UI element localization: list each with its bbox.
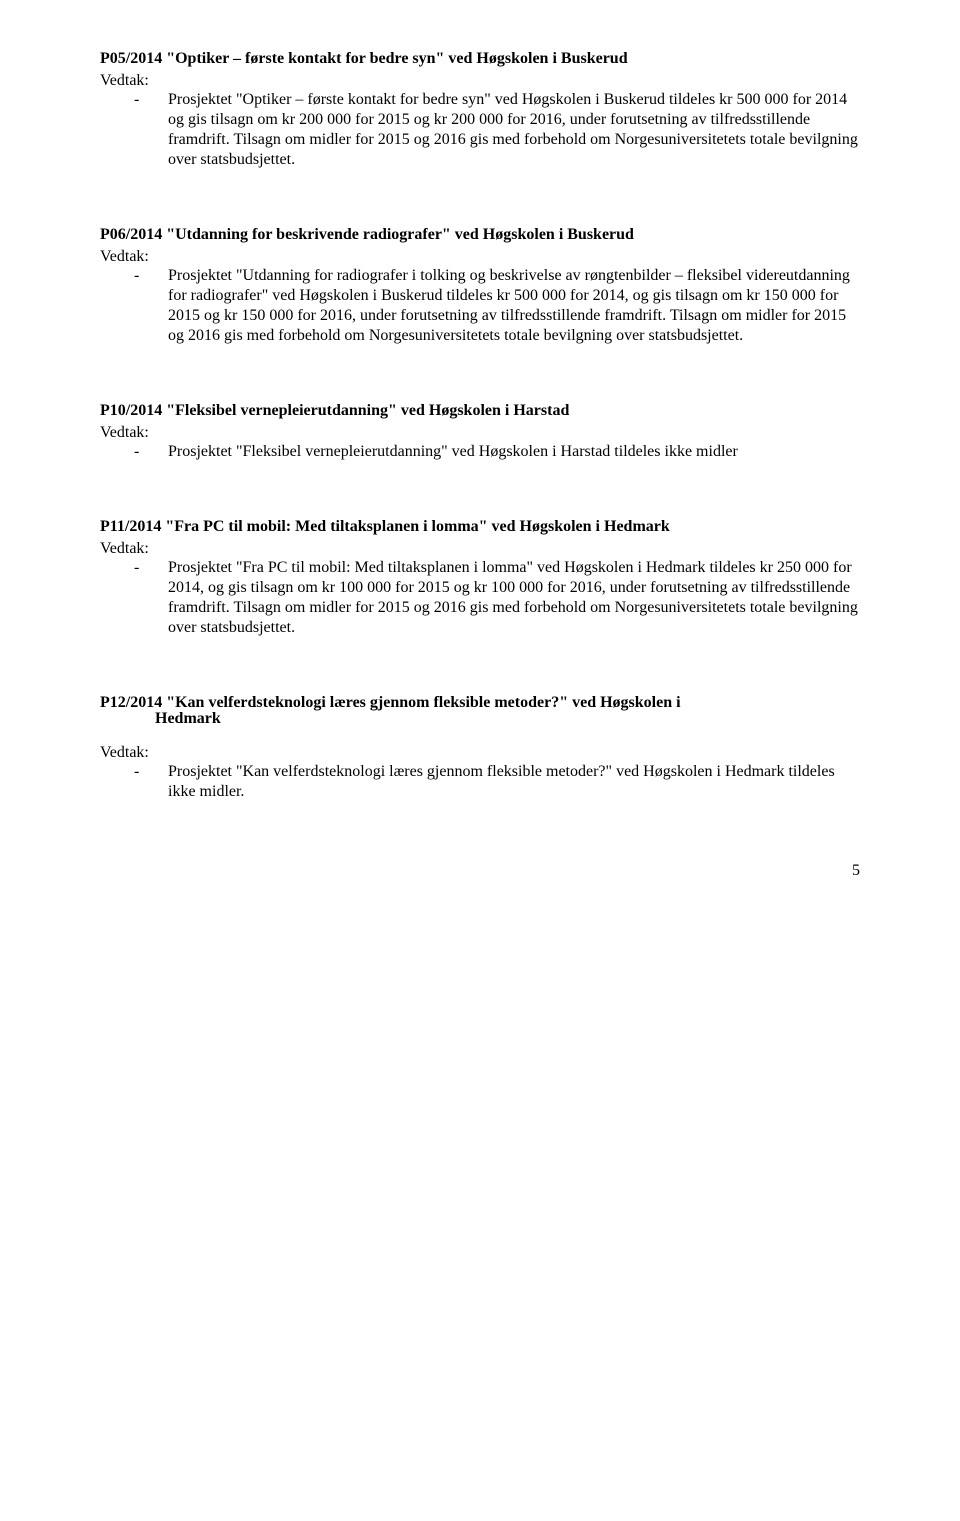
bullet-dash: - [100,558,168,578]
section-p05: P05/2014 "Optiker – første kontakt for b… [100,50,860,170]
bullet-text: Prosjektet "Kan velferdsteknologi læres … [168,762,860,802]
section-heading: P11/2014 "Fra PC til mobil: Med tiltaksp… [100,518,860,536]
section-p06: P06/2014 "Utdanning for beskrivende radi… [100,226,860,346]
section-heading: P06/2014 "Utdanning for beskrivende radi… [100,226,860,244]
section-p10: P10/2014 "Fleksibel vernepleierutdanning… [100,402,860,462]
vedtak-label: Vedtak: [100,540,860,558]
bullet-text: Prosjektet "Utdanning for radiografer i … [168,266,860,346]
vedtak-label: Vedtak: [100,248,860,266]
bullet-row: - Prosjektet "Optiker – første kontakt f… [100,90,860,170]
section-p11: P11/2014 "Fra PC til mobil: Med tiltaksp… [100,518,860,638]
bullet-text: Prosjektet "Optiker – første kontakt for… [168,90,860,170]
bullet-row: - Prosjektet "Utdanning for radiografer … [100,266,860,346]
vedtak-label: Vedtak: [100,744,860,762]
document-page: P05/2014 "Optiker – første kontakt for b… [0,0,960,920]
vedtak-label: Vedtak: [100,424,860,442]
bullet-text: Prosjektet "Fleksibel vernepleierutdanni… [168,442,860,462]
bullet-dash: - [100,442,168,462]
bullet-row: - Prosjektet "Fra PC til mobil: Med tilt… [100,558,860,638]
bullet-dash: - [100,266,168,286]
bullet-text: Prosjektet "Fra PC til mobil: Med tiltak… [168,558,860,638]
section-heading-continuation: Hedmark [100,710,860,728]
bullet-row: - Prosjektet "Fleksibel vernepleierutdan… [100,442,860,462]
bullet-row: - Prosjektet "Kan velferdsteknologi lære… [100,762,860,802]
section-p12: P12/2014 "Kan velferdsteknologi læres gj… [100,694,860,802]
section-heading: P10/2014 "Fleksibel vernepleierutdanning… [100,402,860,420]
section-heading: P05/2014 "Optiker – første kontakt for b… [100,50,860,68]
bullet-dash: - [100,762,168,782]
bullet-dash: - [100,90,168,110]
page-number: 5 [100,862,860,880]
vedtak-label: Vedtak: [100,72,860,90]
